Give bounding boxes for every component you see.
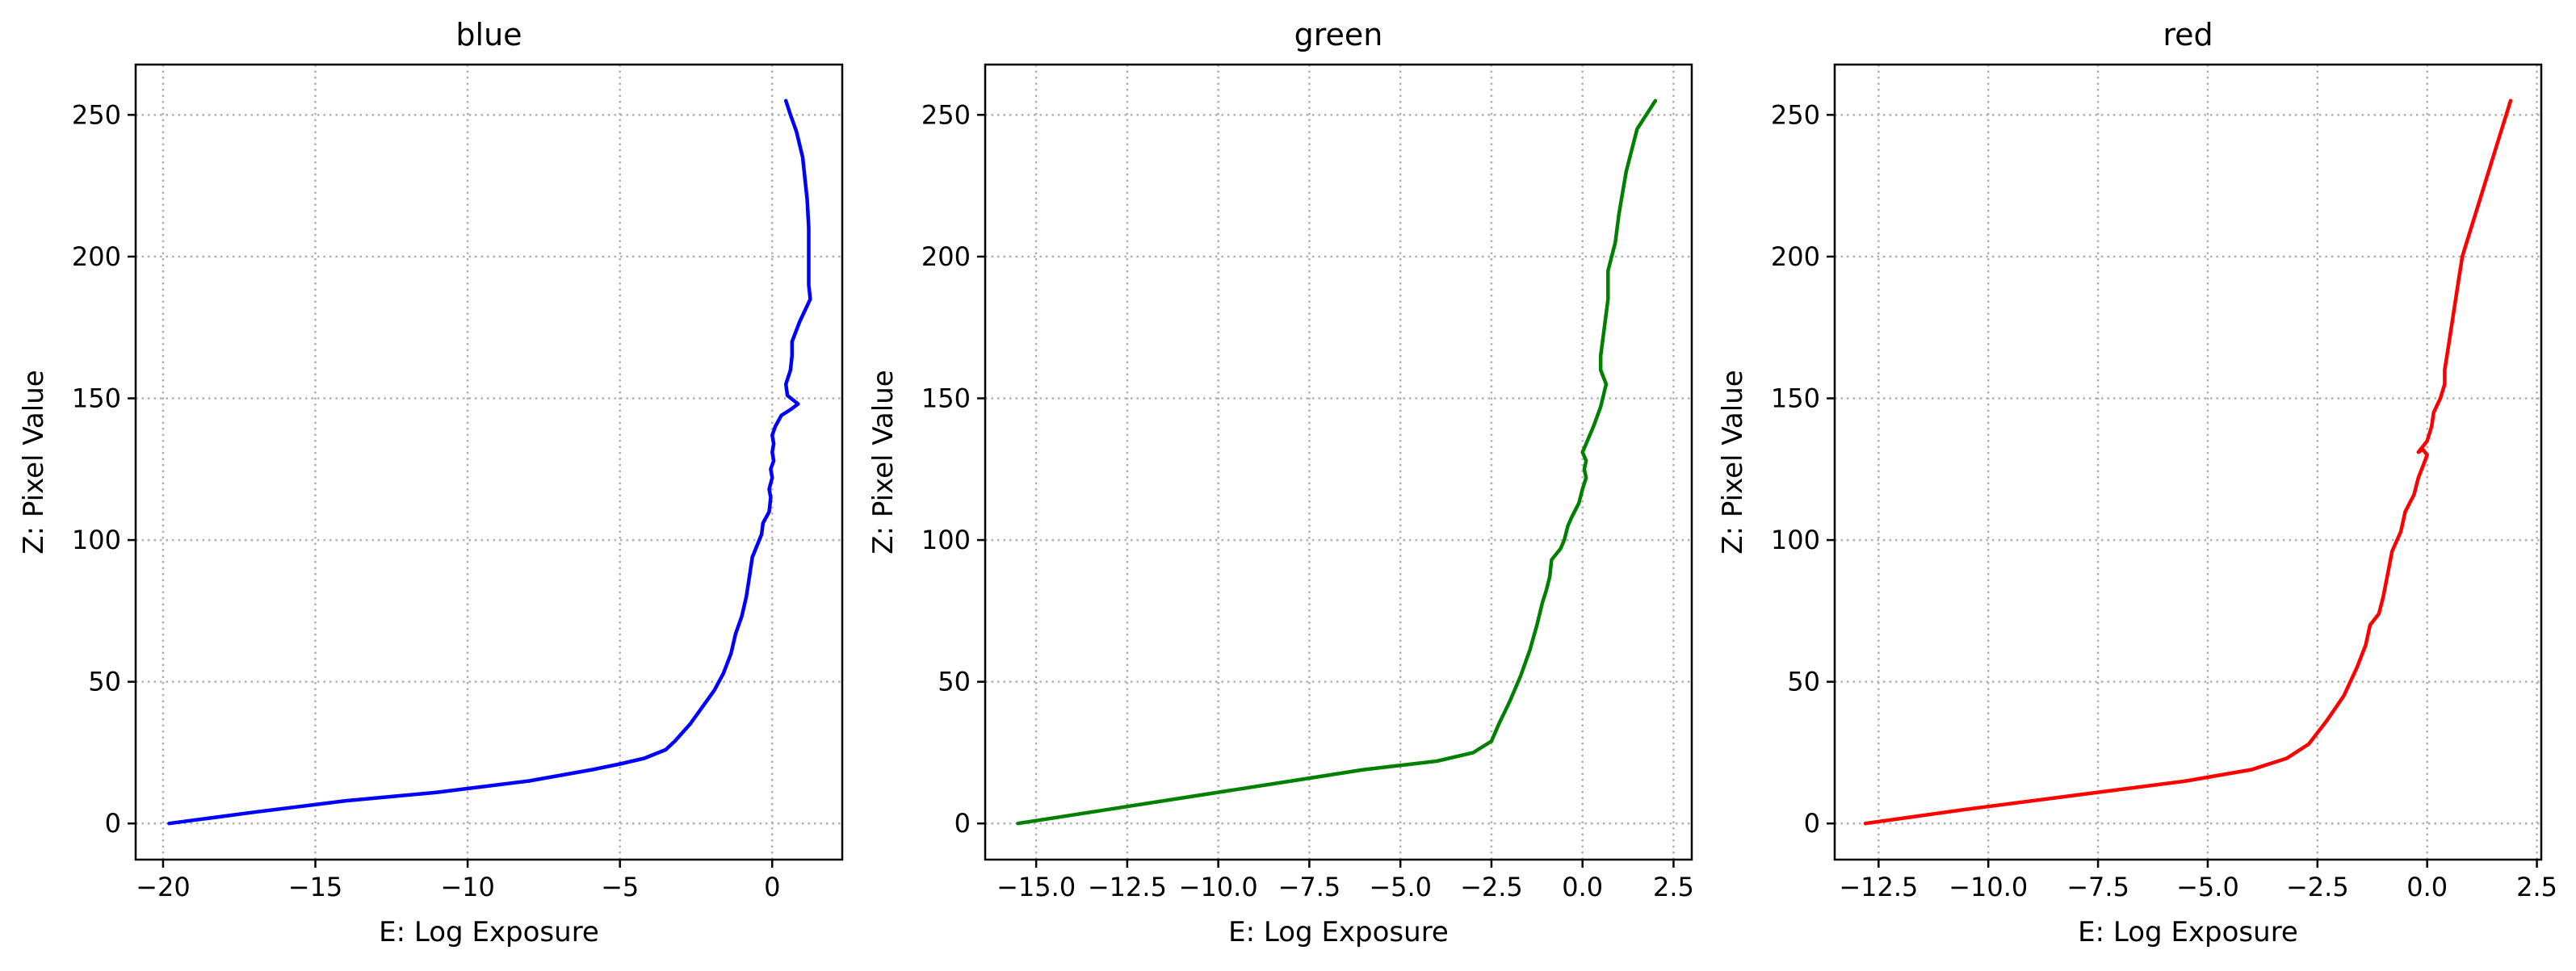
x-tick-label: −10.0	[1949, 872, 2028, 902]
x-tick-label: −7.5	[1278, 872, 1341, 902]
y-tick-label: 250	[1771, 99, 1820, 130]
series-line-blue	[167, 98, 812, 826]
x-tick-label: 2.5	[2516, 872, 2557, 902]
x-tick-label: 0.0	[2406, 872, 2448, 902]
y-tick-label: 0	[105, 808, 121, 839]
x-tick-label: −5	[601, 872, 639, 902]
x-tick-label: −5.0	[1369, 872, 1432, 902]
y-tick-label: 100	[1771, 525, 1820, 555]
axes-frame	[134, 63, 844, 861]
x-tick-label: 2.5	[1653, 872, 1694, 902]
y-axis-label: Z: Pixel Value	[867, 370, 900, 554]
y-tick-label: 50	[1787, 667, 1820, 697]
y-tick-label: 150	[921, 383, 971, 413]
axes-frame	[1833, 63, 2543, 861]
y-axis-label: Z: Pixel Value	[18, 370, 50, 554]
series-line-red	[1863, 98, 2513, 826]
x-tick-label: −15	[288, 872, 343, 902]
y-tick-label: 100	[921, 525, 971, 555]
x-tick-label: 0.0	[1562, 872, 1603, 902]
x-tick-label: −5.0	[2176, 872, 2239, 902]
subplot-blue: −20 −15 −10 −5 0 0 50 100 150 200 250 blue E: Log Ex…	[18, 17, 844, 948]
x-axis-label: E: Log Exposure	[2078, 916, 2298, 948]
subplot-green: −15.0 −12.5 −10.0 −7.5 −5.0 −2.5 0.0 2.5 0 50 100 1…	[867, 17, 1694, 948]
x-tick-label: 0	[764, 872, 780, 902]
y-tick-label: 50	[938, 667, 971, 697]
y-tick-label: 250	[72, 99, 121, 130]
y-tick-label: 50	[88, 667, 121, 697]
x-tick-label: −15.0	[996, 872, 1076, 902]
y-tick-label: 200	[1771, 241, 1820, 272]
y-tick-label: 150	[72, 383, 121, 413]
y-tick-label: 200	[72, 241, 121, 272]
y-tick-label: 200	[921, 241, 971, 272]
x-tick-label: −10.0	[1179, 872, 1258, 902]
axes-frame	[984, 63, 1693, 861]
series-line-green	[1016, 98, 1658, 826]
x-tick-label: −2.5	[1460, 872, 1523, 902]
subplot-title: red	[2163, 17, 2213, 52]
y-tick-label: 150	[1771, 383, 1820, 413]
x-axis-label: E: Log Exposure	[1228, 916, 1449, 948]
y-tick-label: 250	[921, 99, 971, 130]
y-tick-label: 0	[1804, 808, 1820, 839]
x-tick-label: −2.5	[2286, 872, 2349, 902]
subplot-title: green	[1294, 17, 1383, 52]
x-tick-label: −7.5	[2066, 872, 2129, 902]
x-tick-label: −12.5	[1088, 872, 1167, 902]
y-axis-label: Z: Pixel Value	[1717, 370, 1749, 554]
x-axis-label: E: Log Exposure	[379, 916, 599, 948]
y-tick-label: 100	[72, 525, 121, 555]
subplot-red: −12.5 −10.0 −7.5 −5.0 −2.5 0.0 2.5 0 50 100 150 200…	[1717, 17, 2557, 948]
x-tick-label: −10	[440, 872, 495, 902]
x-tick-label: −20	[136, 872, 191, 902]
subplot-title: blue	[455, 17, 522, 52]
x-tick-label: −12.5	[1839, 872, 1918, 902]
y-tick-label: 0	[954, 808, 971, 839]
